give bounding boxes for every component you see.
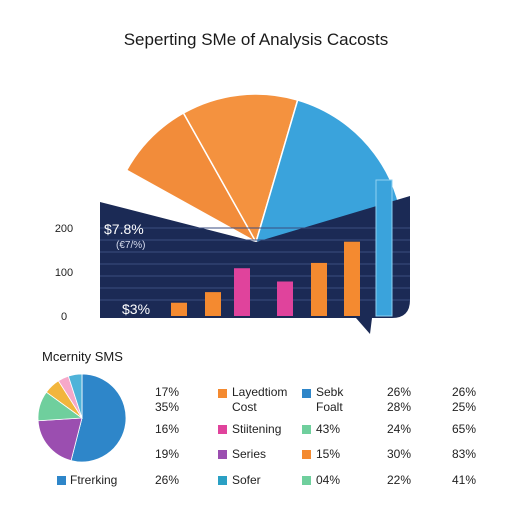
table-cell: 19% <box>155 447 180 461</box>
pie-slice <box>67 373 83 419</box>
table-cell: 65% <box>452 422 477 436</box>
table-cell: 17% <box>155 385 180 399</box>
main-chart: 200 100 0 $7.8% (€7/%) $3% <box>55 93 410 334</box>
table-cell: 41% <box>452 473 477 487</box>
bar <box>205 292 221 316</box>
legend-swatch <box>302 450 311 459</box>
legend-swatch <box>218 425 227 434</box>
legend-label: 15% <box>316 447 341 461</box>
table-cell: 24% <box>387 422 412 436</box>
legend-label: Ftrerking <box>70 473 118 487</box>
pie-slice <box>182 93 299 244</box>
legend-label: Foalt <box>316 400 343 414</box>
legend-swatch <box>218 450 227 459</box>
pie-slice <box>37 417 83 462</box>
mini-chart-title: Mcernity SMS <box>42 349 123 364</box>
y-tick-label: 200 <box>55 223 73 235</box>
bar <box>234 268 250 316</box>
mini-pie-chart <box>37 373 127 463</box>
legend-label: Sofer <box>232 473 261 487</box>
table-cell: 26% <box>155 473 180 487</box>
pie-slice <box>70 373 127 463</box>
table-cell: 35% <box>155 400 180 414</box>
bar <box>277 281 293 316</box>
annotation-low: $3% <box>122 301 150 317</box>
legend-label: Cost <box>232 400 257 414</box>
table-cell: 83% <box>452 447 477 461</box>
chart-title: Seperting SMe of Analysis Cacosts <box>123 30 389 49</box>
table-cell: 26% <box>452 385 477 399</box>
bar <box>311 262 327 316</box>
table-cell: 25% <box>452 400 477 414</box>
table-cell: 22% <box>387 473 412 487</box>
pie-slice <box>125 111 258 244</box>
legend-swatch <box>302 476 311 485</box>
legend-swatch <box>57 476 66 485</box>
bar <box>344 241 360 316</box>
table-cell: 26% <box>387 385 412 399</box>
bar <box>171 302 187 316</box>
legend-label: Series <box>232 447 267 461</box>
annotation-sub: (€7/%) <box>116 240 145 251</box>
y-tick-label: 100 <box>55 267 73 279</box>
legend-label: 04% <box>316 473 341 487</box>
bar-tall <box>375 179 393 317</box>
legend-swatch <box>218 389 227 398</box>
legend-label: Stiitening <box>232 422 282 436</box>
legend-label: Layedtiom <box>232 385 288 399</box>
legend-swatch <box>302 389 311 398</box>
legend-swatch <box>302 425 311 434</box>
annotation-value: $7.8% <box>104 221 144 237</box>
legend-label: Sebk <box>316 385 344 399</box>
table-cell: 16% <box>155 422 180 436</box>
legend-swatch <box>218 476 227 485</box>
y-tick-label: 0 <box>61 311 67 323</box>
table-cell: 30% <box>387 447 412 461</box>
legend-label: 43% <box>316 422 341 436</box>
table-cell: 28% <box>387 400 412 414</box>
